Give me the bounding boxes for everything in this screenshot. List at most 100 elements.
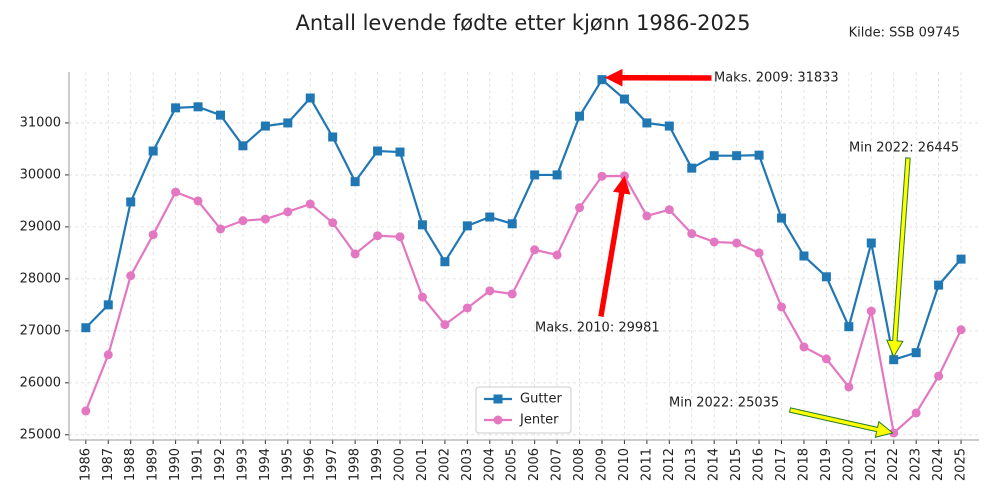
point bbox=[417, 292, 427, 302]
point bbox=[956, 325, 966, 335]
point bbox=[575, 111, 585, 121]
annotation-arrow bbox=[598, 175, 631, 317]
x-tick-label: 2020 bbox=[841, 448, 856, 481]
x-tick-label: 1986 bbox=[78, 448, 93, 481]
point bbox=[687, 163, 697, 173]
y-tick-label: 26000 bbox=[20, 375, 61, 390]
point bbox=[934, 280, 944, 290]
point bbox=[844, 322, 854, 332]
y-tick-label: 29000 bbox=[20, 219, 61, 234]
point bbox=[732, 151, 742, 161]
x-tick-label: 1994 bbox=[258, 448, 273, 481]
y-tick-label: 27000 bbox=[20, 323, 61, 338]
point bbox=[126, 271, 136, 281]
x-tick-label: 2024 bbox=[931, 448, 946, 481]
x-tick-label: 2017 bbox=[774, 448, 789, 481]
x-tick-label: 1997 bbox=[325, 448, 340, 481]
point bbox=[283, 118, 293, 128]
point bbox=[193, 102, 203, 112]
point bbox=[305, 93, 315, 103]
x-tick-label: 2008 bbox=[572, 448, 587, 481]
point bbox=[777, 213, 787, 223]
x-tick-label: 2009 bbox=[594, 448, 609, 481]
y-tick-label: 25000 bbox=[20, 427, 61, 442]
point bbox=[171, 187, 181, 197]
point bbox=[215, 110, 225, 120]
annotation-arrow bbox=[886, 157, 911, 358]
point bbox=[148, 230, 158, 240]
point bbox=[328, 132, 338, 142]
point bbox=[911, 408, 921, 418]
y-tick-label: 31000 bbox=[20, 115, 61, 130]
point bbox=[260, 121, 270, 131]
x-tick-label: 1992 bbox=[213, 448, 228, 481]
point bbox=[238, 216, 248, 226]
x-tick-label: 2004 bbox=[482, 448, 497, 481]
point bbox=[597, 171, 607, 181]
point bbox=[552, 250, 562, 260]
point bbox=[530, 245, 540, 255]
x-tick-label: 2006 bbox=[527, 448, 542, 481]
point bbox=[821, 272, 831, 282]
chart-title: Antall levende fødte etter kjønn 1986-20… bbox=[295, 11, 750, 35]
point bbox=[619, 94, 629, 104]
point bbox=[889, 355, 899, 365]
point bbox=[866, 238, 876, 248]
point bbox=[283, 207, 293, 217]
point bbox=[799, 342, 809, 352]
point bbox=[911, 348, 921, 358]
point bbox=[754, 248, 764, 258]
point bbox=[493, 394, 503, 404]
x-tick-label: 1991 bbox=[191, 448, 206, 481]
x-tick-label: 2023 bbox=[909, 448, 924, 481]
point bbox=[171, 103, 181, 113]
x-tick-label: 2001 bbox=[415, 448, 430, 481]
series-line bbox=[84, 174, 963, 436]
point bbox=[777, 302, 787, 312]
point bbox=[417, 220, 427, 230]
x-tick-label: 2000 bbox=[393, 448, 408, 481]
point bbox=[664, 205, 674, 215]
point bbox=[440, 320, 450, 330]
x-tick-label: 1995 bbox=[280, 448, 295, 481]
point bbox=[709, 151, 719, 161]
x-tick-label: 1996 bbox=[303, 448, 318, 481]
x-tick-label: 1998 bbox=[348, 448, 363, 481]
x-tick-label: 1999 bbox=[370, 448, 385, 481]
annotation: Min 2022: 25035 bbox=[669, 396, 779, 411]
x-tick-label: 2013 bbox=[684, 448, 699, 481]
x-tick-label: 1993 bbox=[235, 448, 250, 481]
point bbox=[350, 177, 360, 187]
point bbox=[485, 212, 495, 222]
x-tick-label: 2003 bbox=[460, 448, 475, 481]
point bbox=[350, 249, 360, 259]
x-tick-label: 2015 bbox=[729, 448, 744, 481]
point bbox=[889, 428, 899, 438]
point bbox=[148, 146, 158, 156]
x-tick-label: 2010 bbox=[617, 448, 632, 481]
point bbox=[732, 238, 742, 248]
x-tick-label: 2007 bbox=[550, 448, 565, 481]
annotation: Min 2022: 26445 bbox=[849, 141, 959, 156]
point bbox=[709, 237, 719, 247]
point bbox=[687, 229, 697, 239]
point bbox=[103, 300, 113, 310]
point bbox=[440, 257, 450, 267]
point bbox=[260, 214, 270, 224]
x-tick-label: 2012 bbox=[662, 448, 677, 481]
point bbox=[493, 415, 503, 425]
point bbox=[552, 170, 562, 180]
point bbox=[956, 254, 966, 264]
point bbox=[507, 219, 517, 229]
point bbox=[844, 382, 854, 392]
annotation-arrow bbox=[788, 407, 894, 438]
point bbox=[866, 306, 876, 316]
point bbox=[597, 75, 607, 85]
point bbox=[799, 251, 809, 261]
x-tick-label: 2016 bbox=[752, 448, 767, 481]
x-tick-label: 2014 bbox=[707, 448, 722, 481]
x-tick-label: 2019 bbox=[819, 448, 834, 481]
point bbox=[619, 171, 629, 181]
